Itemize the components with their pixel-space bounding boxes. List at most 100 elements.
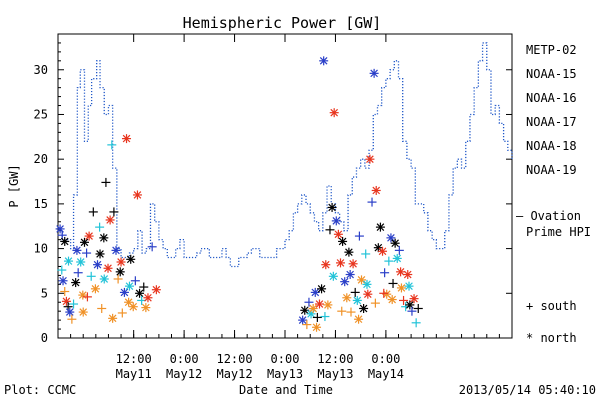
x-tick-label-date: May13 xyxy=(267,367,303,381)
south-point-59 xyxy=(302,320,312,330)
north-point-71 xyxy=(327,202,337,212)
north-point-8 xyxy=(65,307,75,317)
north-point-122 xyxy=(387,295,397,305)
y-tick-label: 10 xyxy=(34,242,48,256)
north-point-79 xyxy=(344,247,354,257)
legend-item-noaa-16: NOAA-16 xyxy=(526,91,577,105)
y-tick-label: 25 xyxy=(34,107,48,121)
north-point-75 xyxy=(335,258,345,268)
north-point-30 xyxy=(111,245,121,255)
south-point-28 xyxy=(107,140,117,150)
north-point-57 xyxy=(298,315,308,325)
plot-credit: Plot: CCMC xyxy=(4,383,76,397)
x-tick-label-date: May12 xyxy=(216,367,252,381)
x-tick-label-time: 0:00 xyxy=(371,352,400,366)
y-tick-label: 20 xyxy=(34,152,48,166)
north-point-49 xyxy=(72,245,82,255)
south-point-111 xyxy=(411,318,421,328)
north-point-91 xyxy=(369,68,379,78)
south-point-10 xyxy=(69,299,79,309)
north-point-77 xyxy=(340,277,350,287)
south-point-121 xyxy=(379,288,389,298)
south-point-112 xyxy=(413,303,423,313)
ovation-series xyxy=(58,42,513,268)
north-point-17 xyxy=(84,231,94,241)
south-point-64 xyxy=(312,312,322,322)
x-tick-label-date: May12 xyxy=(166,367,202,381)
north-point-45 xyxy=(143,293,153,303)
south-point-84 xyxy=(354,231,364,241)
north-point-32 xyxy=(115,267,125,277)
north-point-94 xyxy=(375,222,385,232)
north-point-62 xyxy=(308,303,318,313)
south-point-39 xyxy=(130,276,140,286)
legend-item-metp-02: METP-02 xyxy=(526,43,577,57)
north-point-63 xyxy=(310,287,320,297)
north-point-38 xyxy=(128,302,138,312)
north-point-58 xyxy=(300,305,310,315)
south-point-16 xyxy=(82,248,92,258)
south-point-25 xyxy=(101,177,111,187)
north-point-104 xyxy=(396,283,406,293)
south-point-9 xyxy=(67,314,77,324)
north-point-37 xyxy=(126,254,136,264)
north-point-108 xyxy=(405,300,415,310)
south-point-31 xyxy=(113,274,123,284)
ovation-line xyxy=(58,42,513,268)
legend: METP-02 NOAA-15 NOAA-16 NOAA-17 NOAA-18 … xyxy=(516,43,591,345)
north-point-118 xyxy=(354,314,364,324)
south-point-19 xyxy=(88,207,98,217)
north-point-53 xyxy=(99,274,109,284)
north-point-119 xyxy=(362,279,372,289)
x-tick-label-time: 0:00 xyxy=(271,352,300,366)
x-tick-label-date: May13 xyxy=(317,367,353,381)
north-point-50 xyxy=(78,307,88,317)
north-point-14 xyxy=(78,290,88,300)
south-point-105 xyxy=(399,295,409,305)
north-point-20 xyxy=(90,284,100,294)
north-point-24 xyxy=(99,233,109,243)
legend-marker-south: + south xyxy=(526,299,577,313)
x-tick-label-time: 0:00 xyxy=(170,352,199,366)
north-point-76 xyxy=(338,236,348,246)
north-point-54 xyxy=(108,313,118,323)
north-point-89 xyxy=(365,154,375,164)
south-point-51 xyxy=(82,292,92,302)
south-point-18 xyxy=(86,271,96,281)
north-point-123 xyxy=(396,267,406,277)
north-point-74 xyxy=(333,229,343,239)
north-point-69 xyxy=(323,300,333,310)
legend-marker-north: * north xyxy=(526,331,577,345)
north-point-78 xyxy=(342,293,352,303)
north-point-117 xyxy=(345,270,355,280)
north-point-11 xyxy=(71,278,81,288)
north-point-66 xyxy=(317,284,327,294)
legend-ovation-line2: Prime HPI xyxy=(526,225,591,239)
north-point-40 xyxy=(132,190,142,200)
north-point-27 xyxy=(105,215,115,225)
plot-timestamp: 2013/05/14 05:40:10 xyxy=(459,383,596,397)
north-point-83 xyxy=(352,295,362,305)
north-point-47 xyxy=(151,285,161,295)
north-point-124 xyxy=(404,281,414,291)
north-point-107 xyxy=(403,270,413,280)
north-point-34 xyxy=(119,287,129,297)
north-point-0 xyxy=(55,224,65,234)
legend-item-noaa-17: NOAA-17 xyxy=(526,115,577,129)
south-point-5 xyxy=(60,287,70,297)
y-axis: 0 5 10 15 20 25 30 xyxy=(34,42,512,345)
south-point-33 xyxy=(117,308,127,318)
south-point-70 xyxy=(325,225,335,235)
south-point-96 xyxy=(380,268,390,278)
south-point-120 xyxy=(370,298,380,308)
south-point-82 xyxy=(350,287,360,297)
south-point-43 xyxy=(139,282,149,292)
legend-item-noaa-15: NOAA-15 xyxy=(526,67,577,81)
x-tick-label-date: May11 xyxy=(116,367,152,381)
north-point-41 xyxy=(135,288,145,298)
x-tick-label-time: 12:00 xyxy=(216,352,252,366)
north-point-99 xyxy=(386,233,396,243)
south-point-90 xyxy=(367,197,377,207)
north-point-113 xyxy=(312,322,322,332)
